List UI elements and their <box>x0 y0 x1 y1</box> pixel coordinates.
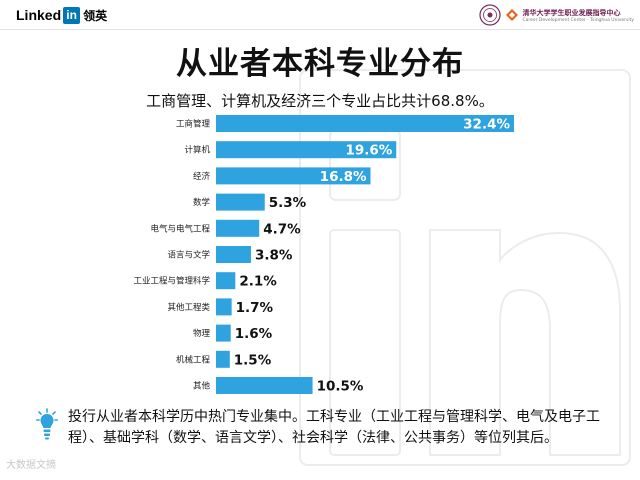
footer-note: 投行从业者本科学历中热门专业集中。工科专业（工业工程与管理科学、电气及电子工程）… <box>68 409 600 446</box>
category-label: 其他 <box>193 381 211 392</box>
career-center-logo-icon <box>506 9 519 21</box>
brand-in-badge: in <box>63 6 81 24</box>
major-distribution-bar-chart: 工商管理 32.4% 计算机 19.6% 经济 16.8% 数学 5.3% 电气与电气工程 4.7… <box>133 115 514 395</box>
value-label: 2.1% <box>239 274 277 290</box>
lightbulb-icon <box>36 408 58 440</box>
bar <box>216 324 231 342</box>
value-label: 4.7% <box>263 221 301 237</box>
category-label: 物理 <box>193 328 211 339</box>
value-label: 16.8% <box>320 169 367 185</box>
page-title: 从业者本科专业分布 <box>176 46 464 82</box>
partner-text: 清华大学学生职业发展指导中心 Career Development Center… <box>522 8 634 23</box>
bar <box>216 141 397 159</box>
bar <box>216 219 260 237</box>
value-label: 1.7% <box>236 300 274 316</box>
brand-word: Linked <box>16 7 62 23</box>
bar <box>216 298 232 316</box>
value-label: 1.6% <box>235 326 273 342</box>
bar <box>216 167 371 185</box>
category-label: 电气与电气工程 <box>150 223 210 234</box>
bar <box>216 193 265 211</box>
page-subtitle: 工商管理、计算机及经济三个专业占比共计68.8%。 <box>146 92 494 110</box>
value-label: 19.6% <box>345 143 392 159</box>
value-label: 10.5% <box>317 379 364 395</box>
value-label: 3.8% <box>255 248 293 264</box>
bar <box>216 246 251 263</box>
bar <box>216 377 313 394</box>
category-label: 机械工程 <box>176 354 211 365</box>
bar <box>216 350 230 368</box>
partner-logo-group: 清华大学学生职业发展指导中心 Career Development Center… <box>479 4 634 26</box>
source-watermark: 大数据文摘 <box>6 460 56 471</box>
category-label: 计算机 <box>184 145 210 156</box>
category-label: 工商管理 <box>176 119 211 130</box>
category-label: 工业工程与管理科学 <box>133 276 210 287</box>
value-label: 5.3% <box>269 195 307 211</box>
value-label: 32.4% <box>463 117 510 133</box>
category-label: 其他工程类 <box>167 302 210 313</box>
partner-name-cn: 清华大学学生职业发展指导中心 <box>522 8 621 17</box>
university-seal-icon <box>479 4 502 26</box>
header-bar: Linked in 领英 清华大学学生职业发展指导中心 Career Devel… <box>0 0 640 30</box>
bar <box>216 272 236 290</box>
category-label: 经济 <box>193 171 211 182</box>
partner-name-en: Career Development Center · Tsinghua Uni… <box>522 17 634 23</box>
bar <box>216 115 514 132</box>
category-label: 数学 <box>193 197 211 208</box>
brand-chinese: 领英 <box>83 8 108 23</box>
linkedin-logo: Linked in 领英 <box>16 6 107 24</box>
value-label: 1.5% <box>234 352 272 368</box>
category-label: 语言与文学 <box>167 250 210 261</box>
